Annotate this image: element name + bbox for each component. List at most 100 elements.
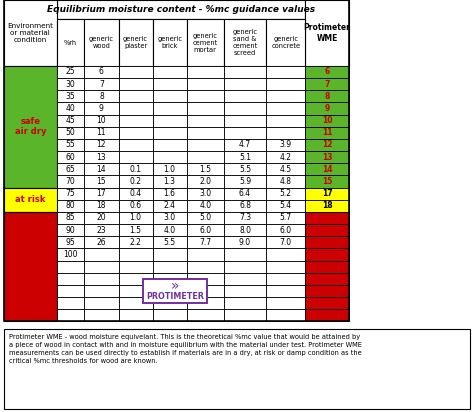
Bar xyxy=(224,260,266,273)
Text: 11: 11 xyxy=(322,128,332,137)
Text: generic
plaster: generic plaster xyxy=(123,36,148,49)
Bar xyxy=(118,78,153,90)
Text: generic
concrete: generic concrete xyxy=(271,36,301,49)
Bar xyxy=(266,90,305,102)
Text: 23: 23 xyxy=(322,226,332,234)
Text: 18: 18 xyxy=(97,201,106,210)
Text: generic
brick: generic brick xyxy=(157,36,182,49)
Bar xyxy=(84,176,118,187)
Text: 18: 18 xyxy=(322,201,332,210)
Bar xyxy=(266,224,305,236)
Text: 6.0: 6.0 xyxy=(280,226,292,234)
Bar xyxy=(266,139,305,151)
Bar xyxy=(305,187,349,200)
Text: Protimeter WME - wood moisture equivelant. This is the theoretical %mc value tha: Protimeter WME - wood moisture equivelan… xyxy=(9,334,361,364)
Bar xyxy=(118,127,153,139)
Text: 65: 65 xyxy=(66,165,75,174)
Text: PROTIMETER: PROTIMETER xyxy=(146,292,204,301)
Bar xyxy=(305,163,349,176)
Bar xyxy=(266,78,305,90)
Bar xyxy=(266,260,305,273)
Text: 5.2: 5.2 xyxy=(280,189,292,198)
Text: at risk: at risk xyxy=(15,195,46,204)
Bar xyxy=(153,66,187,78)
Bar xyxy=(305,66,349,78)
Bar xyxy=(84,248,118,260)
Text: 2.0: 2.0 xyxy=(199,177,211,186)
Bar xyxy=(84,78,118,90)
Bar xyxy=(266,309,305,321)
Bar xyxy=(187,200,224,212)
Text: 14: 14 xyxy=(322,165,332,174)
Bar xyxy=(305,139,349,151)
Bar xyxy=(187,139,224,151)
Text: 90: 90 xyxy=(66,226,75,234)
Text: 4.2: 4.2 xyxy=(280,152,292,162)
Text: 5.7: 5.7 xyxy=(280,213,292,222)
Bar xyxy=(224,248,266,260)
Bar xyxy=(57,285,84,297)
Bar xyxy=(305,78,349,90)
Text: 45: 45 xyxy=(66,116,75,125)
Bar xyxy=(153,187,187,200)
Bar xyxy=(187,273,224,285)
Bar xyxy=(305,151,349,163)
Bar xyxy=(224,309,266,321)
Text: 26: 26 xyxy=(322,238,332,247)
Bar xyxy=(84,236,118,248)
Bar xyxy=(187,163,224,176)
Bar xyxy=(266,127,305,139)
Bar xyxy=(266,212,305,224)
Bar xyxy=(187,102,224,115)
Text: 6.0: 6.0 xyxy=(199,226,211,234)
Bar xyxy=(224,297,266,309)
Text: 1.6: 1.6 xyxy=(164,189,176,198)
Bar xyxy=(153,139,187,151)
Bar xyxy=(57,176,84,187)
Bar xyxy=(305,102,349,115)
Bar xyxy=(224,176,266,187)
Bar xyxy=(57,224,84,236)
Text: 23: 23 xyxy=(97,226,106,234)
Bar xyxy=(57,200,84,212)
Text: 6.8: 6.8 xyxy=(239,201,251,210)
Bar xyxy=(118,151,153,163)
Bar xyxy=(57,236,84,248)
Text: 10: 10 xyxy=(97,116,106,125)
Text: 7: 7 xyxy=(324,80,330,89)
Bar xyxy=(224,285,266,297)
Bar xyxy=(224,90,266,102)
Bar xyxy=(153,236,187,248)
Bar xyxy=(187,176,224,187)
Bar xyxy=(57,187,84,200)
Bar xyxy=(153,19,187,66)
Bar xyxy=(305,0,349,66)
Bar xyxy=(153,285,187,297)
Text: 15: 15 xyxy=(322,177,332,186)
Text: 4.0: 4.0 xyxy=(199,201,211,210)
Bar xyxy=(84,200,118,212)
Text: 3.9: 3.9 xyxy=(280,140,292,150)
Bar xyxy=(118,90,153,102)
Bar xyxy=(305,115,349,127)
Bar xyxy=(84,66,118,78)
Bar xyxy=(57,273,84,285)
Text: 27: 27 xyxy=(322,250,332,259)
Bar xyxy=(153,151,187,163)
Text: 75: 75 xyxy=(66,189,75,198)
Bar xyxy=(84,297,118,309)
Bar xyxy=(153,102,187,115)
Bar xyxy=(84,102,118,115)
Bar xyxy=(84,90,118,102)
Text: 17: 17 xyxy=(322,189,332,198)
Text: 30: 30 xyxy=(66,80,75,89)
Bar xyxy=(4,0,57,66)
Text: %rh: %rh xyxy=(64,40,77,46)
Bar xyxy=(153,273,187,285)
Bar xyxy=(305,224,349,236)
Text: 100: 100 xyxy=(319,311,335,320)
Bar xyxy=(266,176,305,187)
Text: Equilibrium moisture content - %mc guidance values: Equilibrium moisture content - %mc guida… xyxy=(47,5,315,14)
Text: 15: 15 xyxy=(97,177,106,186)
Bar xyxy=(118,236,153,248)
